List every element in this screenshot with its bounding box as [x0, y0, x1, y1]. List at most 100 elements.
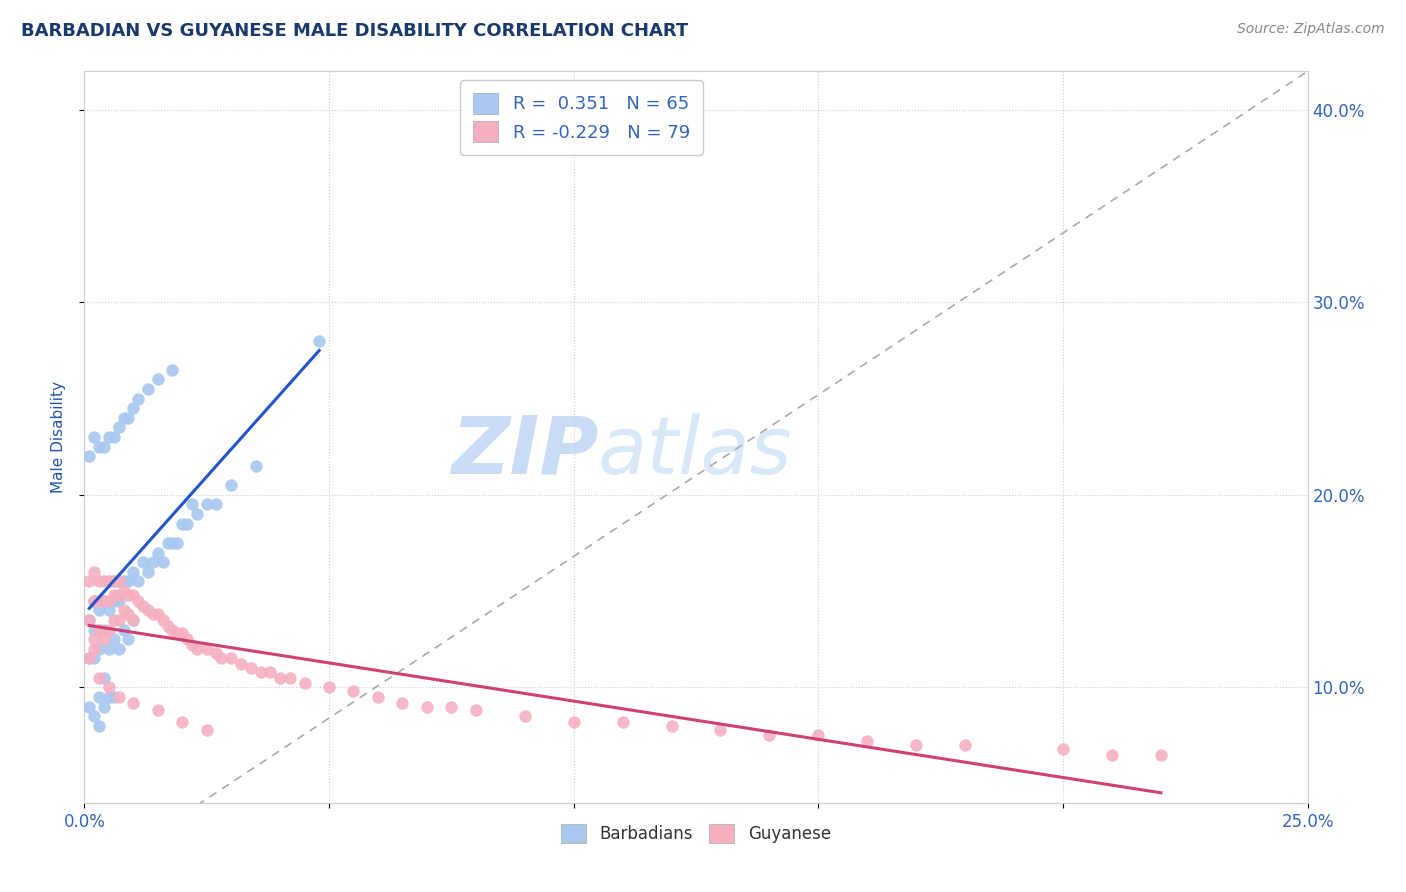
Point — [103, 593, 125, 607]
Point — [122, 401, 145, 416]
Point — [93, 440, 115, 454]
Point — [122, 565, 145, 579]
Point — [176, 516, 198, 531]
Point — [97, 574, 120, 589]
Point — [93, 593, 115, 607]
Point — [87, 690, 110, 704]
Point — [162, 536, 184, 550]
Point — [136, 603, 159, 617]
Point — [103, 574, 125, 589]
Point — [77, 613, 100, 627]
Point — [166, 626, 188, 640]
Point — [513, 709, 536, 723]
Point — [103, 632, 125, 647]
Legend: Barbadians, Guyanese: Barbadians, Guyanese — [551, 814, 841, 853]
Point — [186, 507, 208, 521]
Point — [117, 607, 139, 622]
Point — [83, 623, 105, 637]
Point — [112, 603, 135, 617]
Point — [97, 574, 120, 589]
Point — [905, 738, 928, 752]
Point — [318, 681, 340, 695]
Point — [103, 690, 125, 704]
Point — [103, 588, 125, 602]
Point — [97, 623, 120, 637]
Point — [97, 681, 120, 695]
Point — [953, 738, 976, 752]
Point — [181, 638, 204, 652]
Point — [117, 410, 139, 425]
Point — [807, 728, 830, 742]
Point — [229, 657, 252, 672]
Point — [195, 641, 218, 656]
Point — [464, 703, 486, 717]
Point — [97, 603, 120, 617]
Point — [87, 603, 110, 617]
Point — [136, 565, 159, 579]
Point — [87, 671, 110, 685]
Point — [195, 723, 218, 737]
Point — [205, 646, 228, 660]
Point — [122, 613, 145, 627]
Point — [172, 516, 194, 531]
Point — [83, 641, 105, 656]
Point — [122, 588, 145, 602]
Point — [83, 651, 105, 665]
Point — [93, 593, 115, 607]
Point — [87, 623, 110, 637]
Point — [93, 699, 115, 714]
Point — [146, 372, 169, 386]
Point — [112, 410, 135, 425]
Point — [83, 565, 105, 579]
Point — [117, 632, 139, 647]
Point — [107, 588, 129, 602]
Point — [172, 714, 194, 729]
Point — [93, 671, 115, 685]
Point — [97, 641, 120, 656]
Text: ZIP: ZIP — [451, 413, 598, 491]
Point — [103, 574, 125, 589]
Point — [367, 690, 389, 704]
Point — [166, 536, 188, 550]
Point — [205, 498, 228, 512]
Point — [77, 574, 100, 589]
Point — [77, 450, 100, 464]
Point — [77, 651, 100, 665]
Point — [176, 632, 198, 647]
Point — [107, 574, 129, 589]
Point — [162, 362, 184, 376]
Point — [107, 690, 129, 704]
Point — [259, 665, 281, 679]
Point — [122, 613, 145, 627]
Point — [269, 671, 291, 685]
Point — [87, 641, 110, 656]
Point — [83, 632, 105, 647]
Point — [249, 665, 271, 679]
Point — [132, 555, 155, 569]
Point — [758, 728, 780, 742]
Point — [117, 574, 139, 589]
Point — [709, 723, 731, 737]
Point — [142, 607, 165, 622]
Point — [245, 458, 267, 473]
Point — [97, 593, 120, 607]
Point — [1101, 747, 1123, 762]
Point — [107, 613, 129, 627]
Point — [562, 714, 585, 729]
Point — [1150, 747, 1173, 762]
Point — [107, 420, 129, 434]
Text: BARBADIAN VS GUYANESE MALE DISABILITY CORRELATION CHART: BARBADIAN VS GUYANESE MALE DISABILITY CO… — [21, 22, 689, 40]
Point — [856, 734, 879, 748]
Point — [127, 392, 149, 406]
Point — [416, 699, 439, 714]
Point — [172, 626, 194, 640]
Point — [107, 574, 129, 589]
Point — [146, 545, 169, 559]
Y-axis label: Male Disability: Male Disability — [51, 381, 66, 493]
Point — [107, 641, 129, 656]
Point — [239, 661, 262, 675]
Point — [132, 599, 155, 614]
Point — [83, 593, 105, 607]
Point — [181, 498, 204, 512]
Point — [87, 719, 110, 733]
